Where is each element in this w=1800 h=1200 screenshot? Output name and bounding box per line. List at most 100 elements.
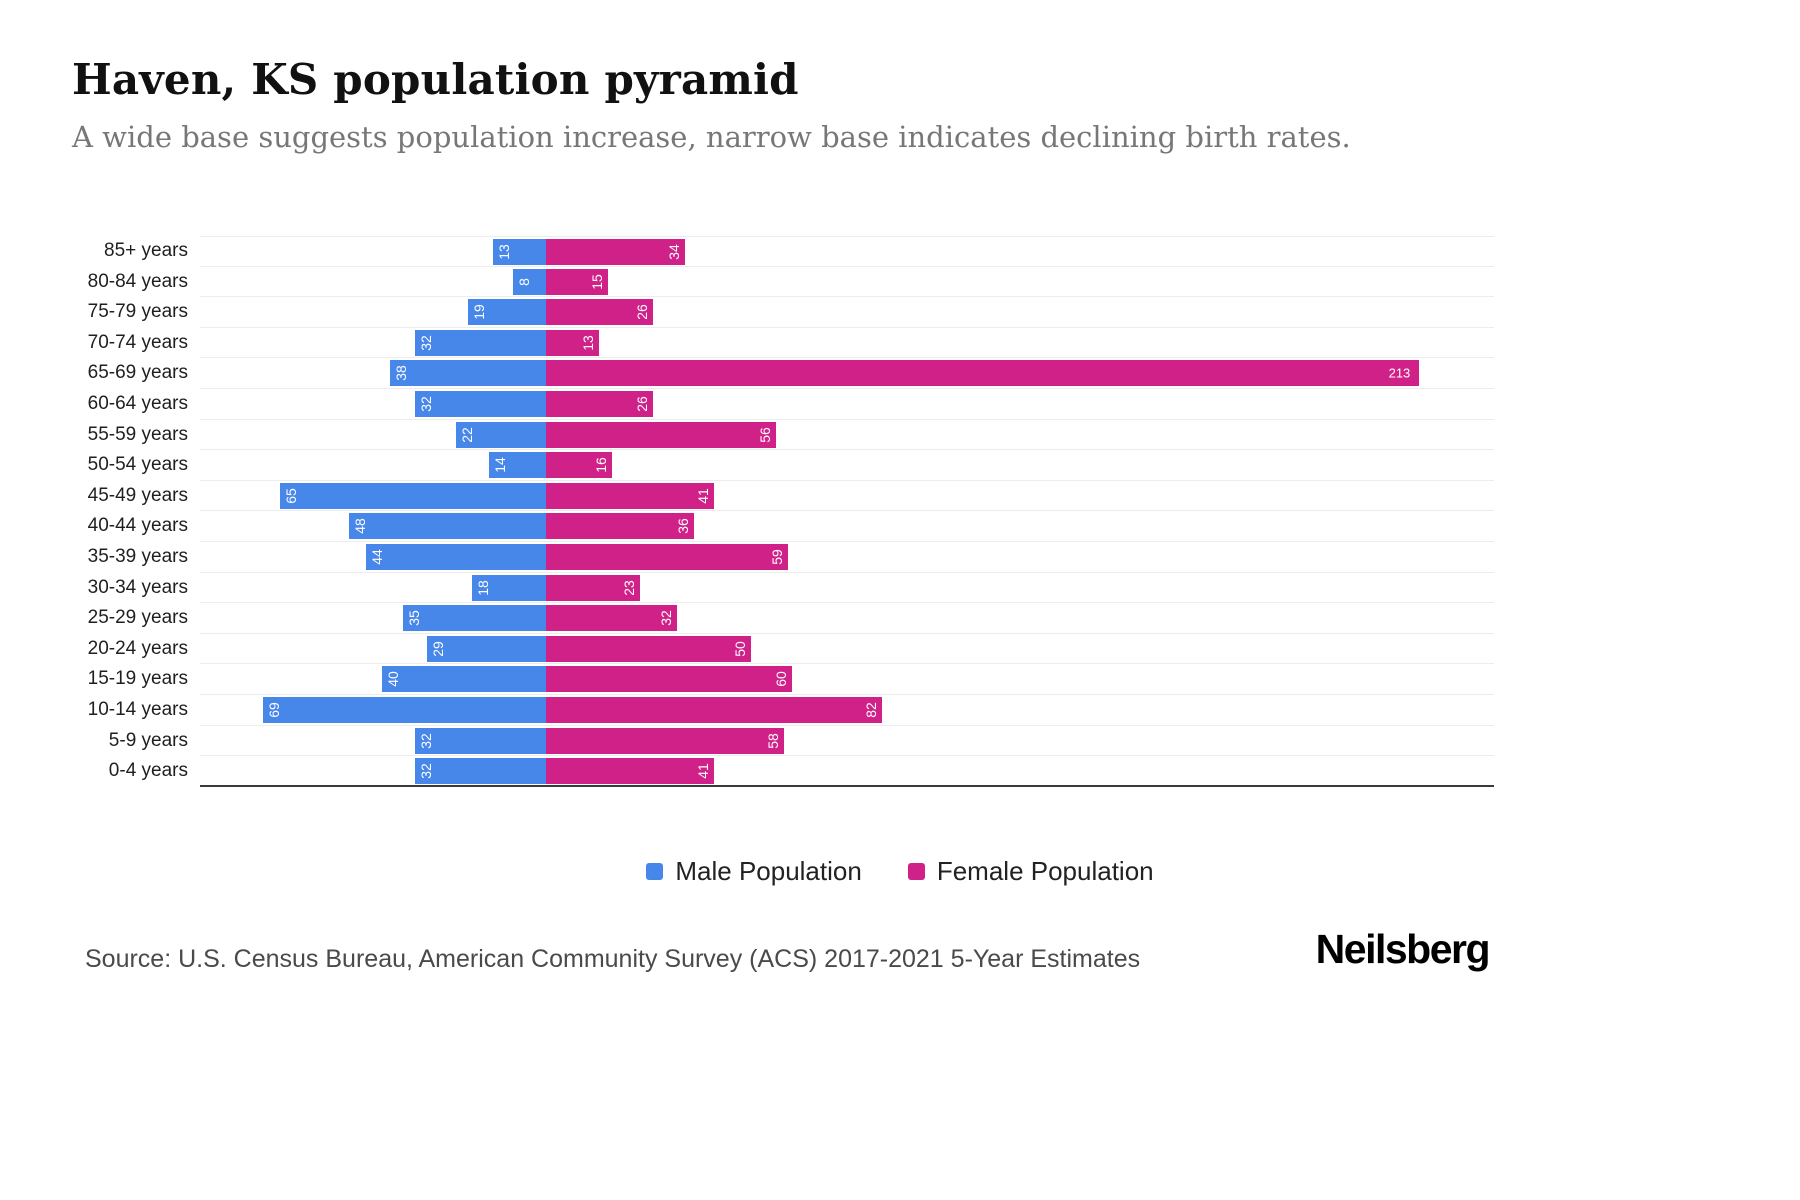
age-group-label: 10-14 years (87, 698, 188, 720)
male-bar: 32 (414, 329, 546, 356)
bar-value-label: 36 (674, 518, 691, 535)
bar-value-label: 56 (756, 426, 773, 443)
row-plot-area: 32 58 (200, 726, 1494, 757)
male-bar: 44 (365, 543, 546, 570)
bar-value-label: 34 (666, 244, 683, 260)
age-group-label: 85+ years (104, 240, 188, 261)
age-group-label: 5-9 years (108, 729, 188, 751)
female-bar: 16 (546, 452, 612, 479)
age-group-label: 50-54 years (87, 454, 188, 476)
female-bar: 41 (546, 758, 715, 785)
age-group-label: 60-64 years (87, 392, 188, 414)
bar-value-label: 41 (695, 487, 712, 504)
bar-value-label: 32 (658, 610, 675, 626)
pyramid-row: 5-9 years 32 58 (72, 726, 1494, 757)
age-group-label: 75-79 years (87, 301, 188, 323)
female-bar: 36 (546, 513, 694, 540)
male-bar: 19 (468, 299, 546, 326)
row-plot-area: 8 15 (200, 267, 1494, 298)
bar-value-label: 32 (417, 732, 434, 749)
female-bar: 26 (546, 299, 653, 326)
pyramid-row: 0-4 years 32 41 (72, 756, 1494, 787)
male-bar: 40 (382, 666, 546, 693)
male-bar: 29 (427, 635, 546, 662)
male-bar: 69 (263, 696, 546, 723)
bar-value-label: 48 (352, 518, 369, 535)
female-bar: 34 (546, 239, 686, 265)
row-plot-area: 13 34 (200, 236, 1494, 267)
female-bar: 213 (546, 360, 1420, 387)
bar-value-label: 60 (773, 671, 789, 688)
pyramid-row: 30-34 years 18 23 (72, 573, 1494, 604)
bar-value-label: 22 (458, 426, 475, 443)
legend-item-male[interactable]: Male Population (646, 856, 862, 887)
pyramid-row: 25-29 years 35 32 (72, 603, 1494, 634)
male-bar: 14 (488, 452, 546, 479)
row-plot-area: 32 26 (200, 389, 1494, 420)
age-group-label: 70-74 years (87, 331, 188, 353)
bar-value-label: 29 (430, 640, 447, 657)
legend: Male Population Female Population (0, 856, 1800, 887)
bar-value-label: 15 (588, 273, 605, 290)
legend-swatch-male (646, 863, 664, 880)
bar-value-label: 213 (1388, 365, 1411, 381)
female-bar: 58 (546, 727, 784, 754)
source-attribution: Source: U.S. Census Bureau, American Com… (85, 945, 1141, 973)
pyramid-row: 55-59 years 22 56 (72, 420, 1494, 451)
male-bar: 35 (402, 605, 546, 632)
female-bar: 60 (546, 666, 792, 693)
bar-value-label: 32 (417, 334, 434, 351)
bar-value-label: 13 (495, 244, 512, 260)
legend-item-female[interactable]: Female Population (907, 856, 1154, 887)
bar-value-label: 58 (764, 732, 781, 749)
row-plot-area: 65 41 (200, 481, 1494, 512)
bar-value-label: 69 (266, 702, 283, 718)
bar-value-label: 82 (863, 702, 880, 718)
female-bar: 56 (546, 421, 776, 448)
bar-value-label: 35 (405, 610, 422, 626)
row-plot-area: 38 213 (200, 358, 1494, 389)
bar-value-label: 40 (385, 671, 401, 688)
male-bar: 48 (349, 513, 546, 540)
population-pyramid-chart: 85+ years 13 34 80-84 years 8 15 75-79 years 19… (72, 236, 1494, 787)
age-group-label: 55-59 years (87, 423, 188, 445)
bar-value-label: 38 (393, 365, 410, 382)
age-group-label: 80-84 years (87, 270, 188, 292)
female-bar: 59 (546, 543, 788, 570)
age-group-label: 40-44 years (87, 515, 188, 537)
pyramid-rows: 85+ years 13 34 80-84 years 8 15 75-79 years 19… (72, 236, 1494, 787)
male-bar: 32 (414, 727, 546, 754)
female-bar: 32 (546, 605, 678, 632)
bar-value-label: 18 (475, 579, 492, 596)
row-plot-area: 69 82 (200, 695, 1494, 726)
bar-value-label: 44 (368, 549, 385, 565)
pyramid-row: 45-49 years 65 41 (72, 481, 1494, 512)
row-plot-area: 19 26 (200, 297, 1494, 328)
row-plot-area: 35 32 (200, 603, 1494, 634)
bar-value-label: 23 (621, 579, 638, 596)
female-bar: 50 (546, 635, 751, 662)
pyramid-row: 85+ years 13 34 (72, 236, 1494, 267)
pyramid-row: 75-79 years 19 26 (72, 297, 1494, 328)
female-bar: 13 (546, 329, 600, 356)
pyramid-row: 40-44 years 48 36 (72, 511, 1494, 542)
legend-swatch-female (907, 863, 925, 880)
male-bar: 32 (414, 758, 546, 785)
bar-value-label: 26 (633, 304, 650, 320)
bar-value-label: 14 (491, 457, 508, 473)
age-group-label: 15-19 years (87, 668, 188, 690)
female-bar: 23 (546, 574, 641, 601)
row-plot-area: 18 23 (200, 573, 1494, 604)
bar-value-label: 19 (471, 304, 488, 320)
chart-subtitle: A wide base suggests population increase… (72, 120, 1351, 154)
pyramid-row: 35-39 years 44 59 (72, 542, 1494, 573)
male-bar: 18 (472, 574, 546, 601)
male-bar: 32 (414, 390, 546, 417)
age-group-label: 65-69 years (87, 362, 188, 384)
legend-label-female: Female Population (936, 856, 1154, 886)
pyramid-row: 15-19 years 40 60 (72, 664, 1494, 695)
pyramid-row: 10-14 years 69 82 (72, 695, 1494, 726)
age-group-label: 35-39 years (87, 545, 188, 567)
row-plot-area: 29 50 (200, 634, 1494, 665)
